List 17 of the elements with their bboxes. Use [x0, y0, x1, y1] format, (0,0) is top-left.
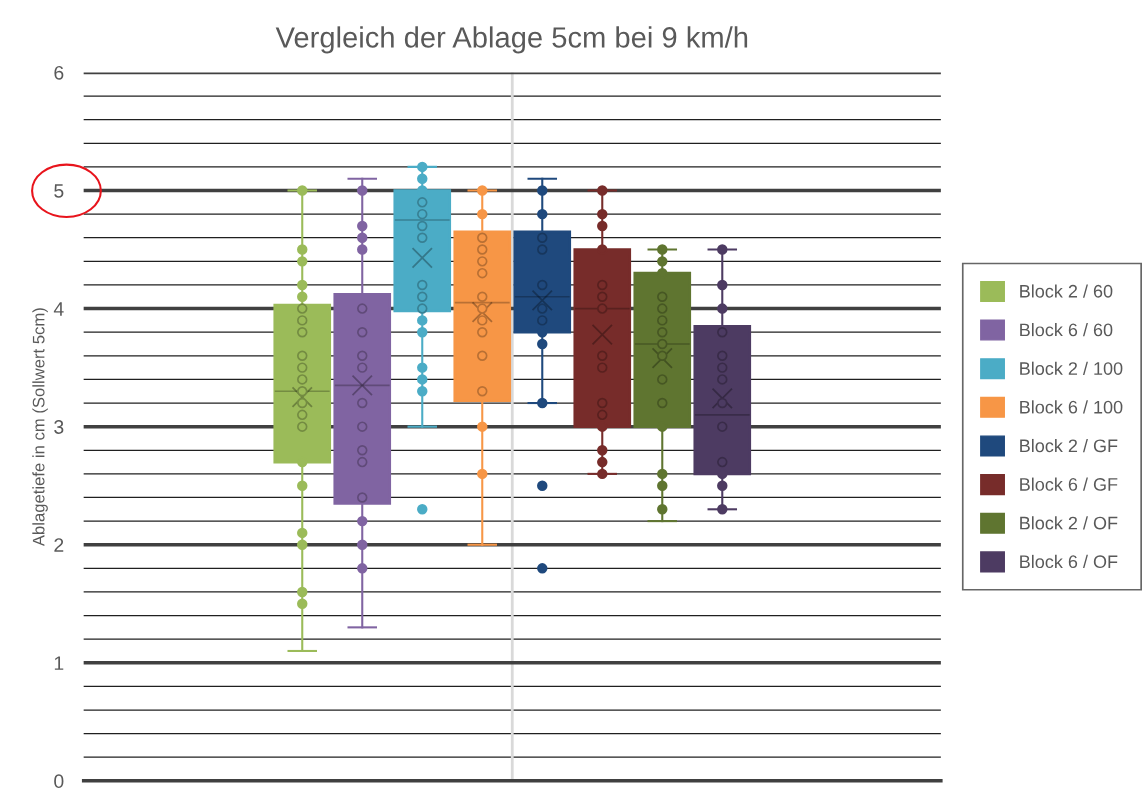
- legend-label: Block 6 / 60: [1020, 323, 1113, 337]
- y-tick-label: 6: [54, 65, 64, 80]
- legend-label: Block 2 / OF: [1020, 516, 1118, 530]
- y-tick-label: 3: [54, 420, 64, 434]
- y-tick-label: 1: [54, 656, 64, 670]
- legend-label: Block 2 / 60: [1020, 284, 1113, 298]
- legend-label: Block 6 / 100: [1020, 400, 1123, 414]
- legend-label: Block 6 / OF: [1020, 554, 1118, 569]
- y-tick-label: 5: [54, 184, 64, 198]
- y-tick-label: 0: [54, 774, 64, 789]
- chart-title: Vergleich der Ablage 5cm bei 9 km/h: [275, 26, 748, 54]
- y-tick-label: 2: [54, 538, 64, 552]
- y-axis-title: Ablagetiefe in cm (Sollwert 5cm): [32, 308, 48, 547]
- y-tick-label: 4: [53, 302, 64, 316]
- legend-label: Block 6 / GF: [1020, 477, 1118, 491]
- legend-label: Block 2 / GF: [1020, 438, 1118, 453]
- legend-label: Block 2 / 100: [1020, 361, 1123, 375]
